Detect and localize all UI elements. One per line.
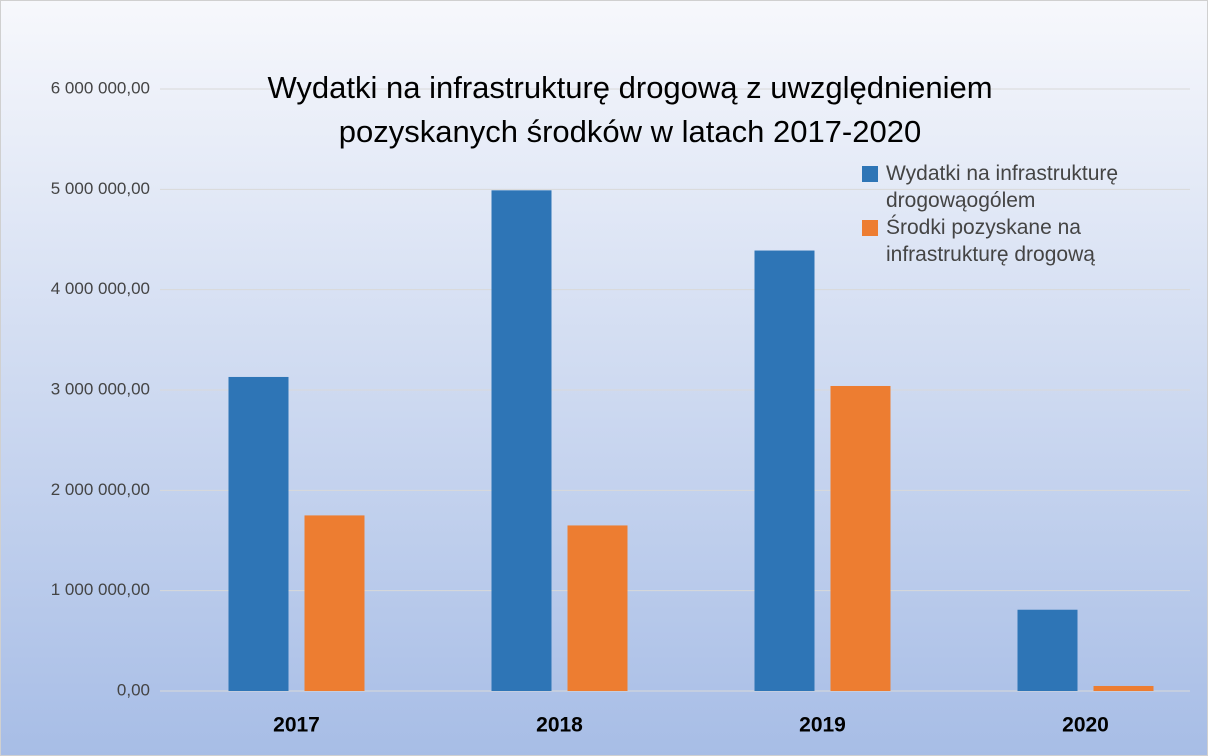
bar: [491, 190, 552, 691]
x-tick-label: 2017: [273, 714, 320, 737]
y-tick-label: 3 000 000,00: [51, 379, 150, 398]
x-tick-label: 2019: [799, 714, 846, 737]
legend-swatch: [862, 166, 878, 182]
legend-item: Środki pozyskane na infrastrukturę drogo…: [862, 214, 1192, 268]
chart-title: Wydatki na infrastrukturę drogową z uwzg…: [267, 70, 993, 149]
legend-label: Środki pozyskane na infrastrukturę drogo…: [886, 216, 1095, 266]
bar: [1017, 609, 1078, 691]
bar: [1093, 685, 1154, 691]
bar: [228, 376, 289, 691]
y-tick-label: 0,00: [117, 680, 150, 699]
legend-label: Wydatki na infrastrukturę drogowąogólem: [886, 162, 1119, 212]
legend: Wydatki na infrastrukturę drogowąogólem Ś…: [862, 160, 1192, 268]
legend-item: Wydatki na infrastrukturę drogowąogólem: [862, 160, 1192, 214]
y-tick-label: 4 000 000,00: [51, 279, 150, 298]
y-tick-label: 1 000 000,00: [51, 580, 150, 599]
bar: [830, 385, 891, 691]
y-tick-label: 5 000 000,00: [51, 179, 150, 198]
bar: [567, 525, 628, 691]
legend-swatch: [862, 220, 878, 236]
y-tick-label: 6 000 000,00: [51, 78, 150, 97]
y-tick-label: 2 000 000,00: [51, 480, 150, 499]
bar: [304, 515, 365, 691]
x-tick-label: 2020: [1062, 714, 1109, 737]
bar: [754, 250, 815, 691]
x-tick-label: 2018: [536, 714, 583, 737]
